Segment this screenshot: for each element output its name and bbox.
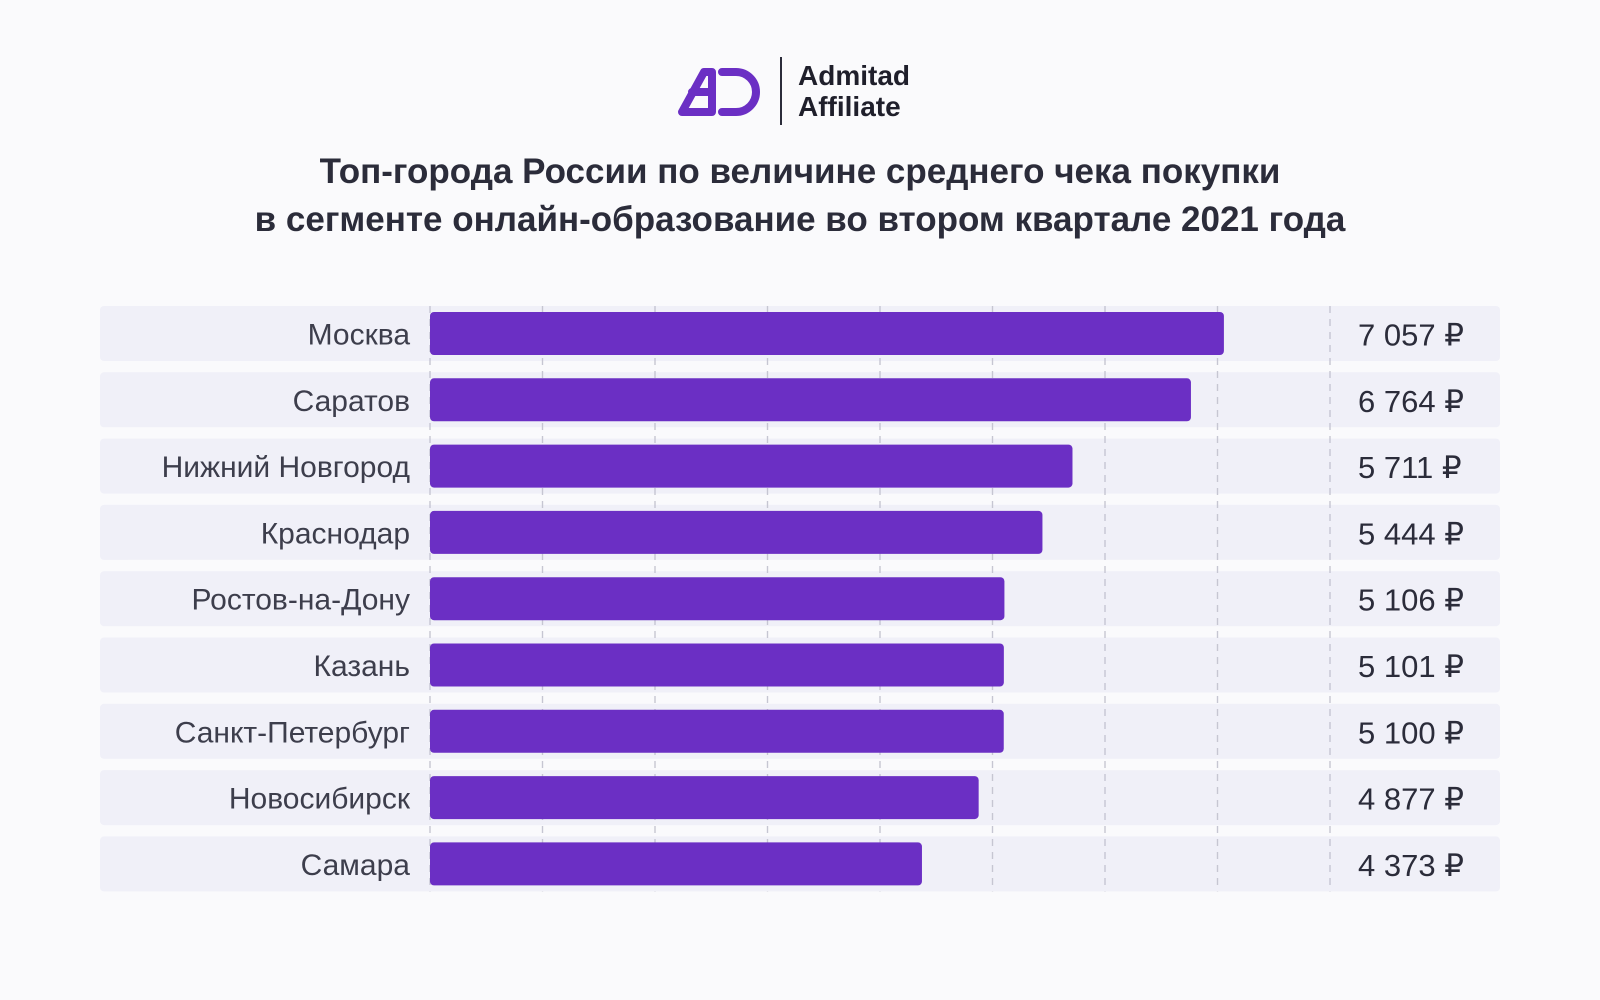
value-label: 7 057 ₽ <box>1358 318 1464 353</box>
bar <box>430 842 922 886</box>
logo-text-line2: Affiliate <box>798 91 901 122</box>
bar <box>430 510 1043 554</box>
bar <box>430 312 1224 355</box>
category-label: Саратов <box>293 385 410 418</box>
chart-title-line2: в сегменте онлайн-образование во втором … <box>254 200 1346 239</box>
category-label: Новосибирск <box>229 783 411 816</box>
chart-title-line1: Топ-города России по величине среднего ч… <box>319 152 1281 191</box>
value-label: 6 764 ₽ <box>1358 384 1464 419</box>
category-label: Самара <box>301 849 411 882</box>
value-label: 5 106 ₽ <box>1358 583 1464 618</box>
bar <box>430 378 1191 422</box>
category-label: Санкт-Петербург <box>175 716 410 749</box>
value-label: 4 877 ₽ <box>1358 782 1464 817</box>
value-label: 5 711 ₽ <box>1358 450 1462 485</box>
category-label: Казань <box>314 650 410 683</box>
logo-divider <box>780 57 782 125</box>
value-label: 5 101 ₽ <box>1358 649 1464 684</box>
logo-wordmark: Admitad Affiliate <box>798 60 910 122</box>
value-label: 5 444 ₽ <box>1358 516 1464 551</box>
chart-title: Топ-города России по величине среднего ч… <box>0 148 1600 244</box>
value-label: 5 100 ₽ <box>1358 715 1464 750</box>
bar <box>430 776 979 820</box>
bar <box>430 577 1005 621</box>
category-label: Нижний Новгород <box>162 451 410 484</box>
brand-logo: Admitad Affiliate <box>678 56 910 126</box>
bar <box>430 444 1073 488</box>
category-label: Москва <box>308 319 411 352</box>
bar <box>430 709 1004 753</box>
category-label: Ростов-на-Дону <box>191 584 410 617</box>
bar <box>430 643 1004 687</box>
admitad-logo-icon <box>678 68 760 116</box>
category-label: Краснодар <box>261 517 410 550</box>
logo-text-line1: Admitad <box>798 60 910 91</box>
value-label: 4 373 ₽ <box>1358 848 1464 883</box>
